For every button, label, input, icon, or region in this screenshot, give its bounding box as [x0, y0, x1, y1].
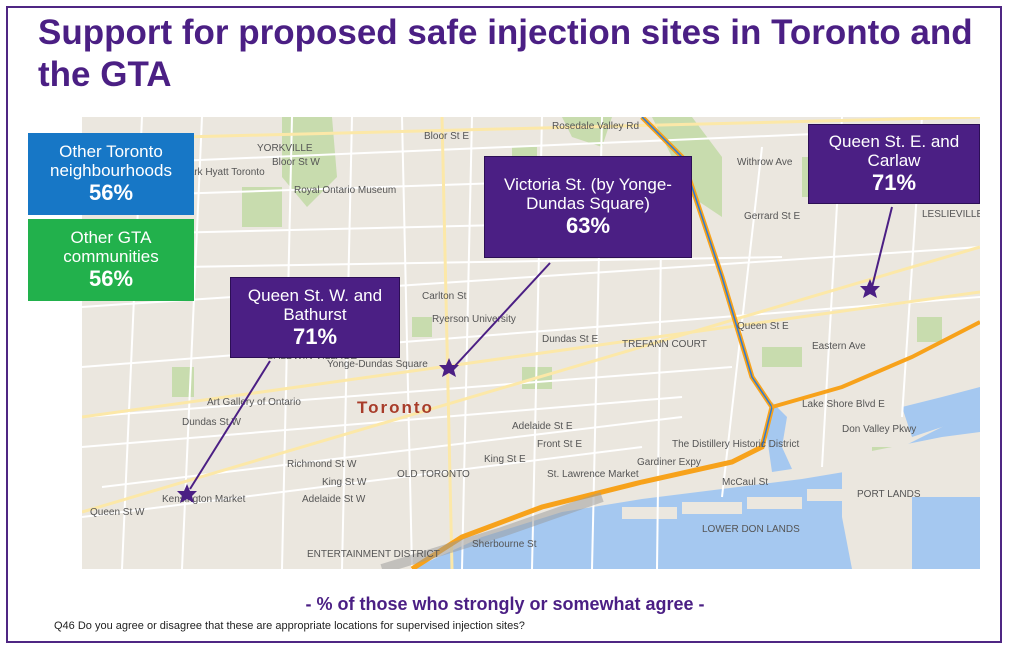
summary-value: 56% [88, 266, 134, 291]
street-label: Carlton St [422, 291, 467, 302]
place-label: The Distillery Historic District [672, 439, 799, 450]
area-label: LOWER DON LANDS [702, 524, 800, 535]
site-box-carlaw: Queen St. E. and Carlaw 71% [808, 124, 980, 204]
street-label: Adelaide St W [302, 494, 366, 505]
summary-value: 56% [88, 180, 134, 205]
site-box-bathurst: Queen St. W. and Bathurst 71% [230, 277, 400, 358]
place-label: Park Hyatt Toronto [182, 167, 265, 178]
site-label: Victoria St. (by Yonge-Dundas Square) [504, 175, 672, 213]
star-icon [177, 484, 197, 503]
street-label: King St W [322, 477, 367, 488]
area-label: LESLIEVILLE [922, 209, 980, 220]
street-label: King St E [484, 454, 526, 465]
map-labels: YORKVILLE BALDWIN VILLAGE TREFANN COURT … [90, 121, 980, 560]
street-label: Queen St E [737, 321, 789, 332]
area-label: YORKVILLE [257, 143, 313, 154]
street-label: McCaul St [722, 477, 768, 488]
pointer-line-bathurst [189, 360, 271, 490]
summary-box-toronto: Other Toronto neighbourhoods 56% [28, 133, 194, 215]
street-label: Eastern Ave [812, 341, 866, 352]
star-icon [439, 358, 459, 377]
place-label: Ryerson University [432, 314, 516, 325]
street-label: Adelaide St E [512, 421, 573, 432]
street-label: Sherbourne St [472, 539, 537, 550]
map-water [412, 387, 980, 569]
place-label: St. Lawrence Market [547, 469, 639, 480]
street-label: Bloor St W [272, 157, 320, 168]
slide-frame [6, 6, 1002, 643]
site-label: Queen St. E. and Carlaw [828, 132, 960, 170]
map-water-basin [912, 497, 980, 569]
street-label: Bloor St E [424, 131, 469, 142]
summary-label: Other GTA communities [63, 228, 159, 266]
street-label: Front St E [537, 439, 582, 450]
area-label: OLD TORONTO [397, 469, 470, 480]
street-label: Lake Shore Blvd E [802, 399, 885, 410]
map-highways [380, 117, 980, 569]
site-markers [177, 279, 880, 503]
place-label: Rosedale Valley Rd [552, 121, 639, 132]
star-icon [860, 279, 880, 298]
map-arterials [82, 117, 980, 569]
site-value: 71% [871, 170, 917, 195]
pointer-line-carlaw [871, 206, 893, 288]
area-label: TREFANN COURT [622, 339, 707, 350]
place-label: Yonge-Dundas Square [327, 359, 428, 370]
street-label: Queen St W [90, 507, 145, 518]
area-label: PORT LANDS [857, 489, 921, 500]
area-label: ENTERTAINMENT DISTRICT [307, 549, 440, 560]
pointer-line-victoria [453, 262, 551, 368]
street-label: Gerrard St E [744, 211, 800, 222]
site-label: Queen St. W. and Bathurst [247, 285, 383, 324]
street-label: Dundas St E [542, 334, 598, 345]
street-label: Don Valley Pkwy [842, 424, 916, 435]
street-label: Gardiner Expy [637, 457, 701, 468]
subtitle-note: - % of those who strongly or somewhat ag… [305, 594, 705, 614]
site-value: 71% [292, 323, 338, 349]
place-label: Art Gallery of Ontario [207, 397, 301, 408]
site-value: 63% [565, 213, 611, 238]
city-label: Toronto [357, 398, 434, 417]
street-label: Withrow Ave [737, 157, 793, 168]
street-label: Richmond St W [287, 459, 357, 470]
pointer-lines [189, 206, 893, 490]
summary-label: Other Toronto neighbourhoods [50, 142, 172, 180]
place-label: Royal Ontario Museum [294, 185, 396, 196]
site-box-victoria: Victoria St. (by Yonge-Dundas Square) 63… [484, 156, 692, 258]
summary-box-gta: Other GTA communities 56% [28, 219, 194, 301]
slide-title: Support for proposed safe injection site… [38, 13, 973, 94]
place-label: Kensington Market [162, 494, 246, 505]
question-text: Q46 Do you agree or disagree that these … [54, 620, 525, 632]
street-label: Dundas St W [182, 417, 241, 428]
